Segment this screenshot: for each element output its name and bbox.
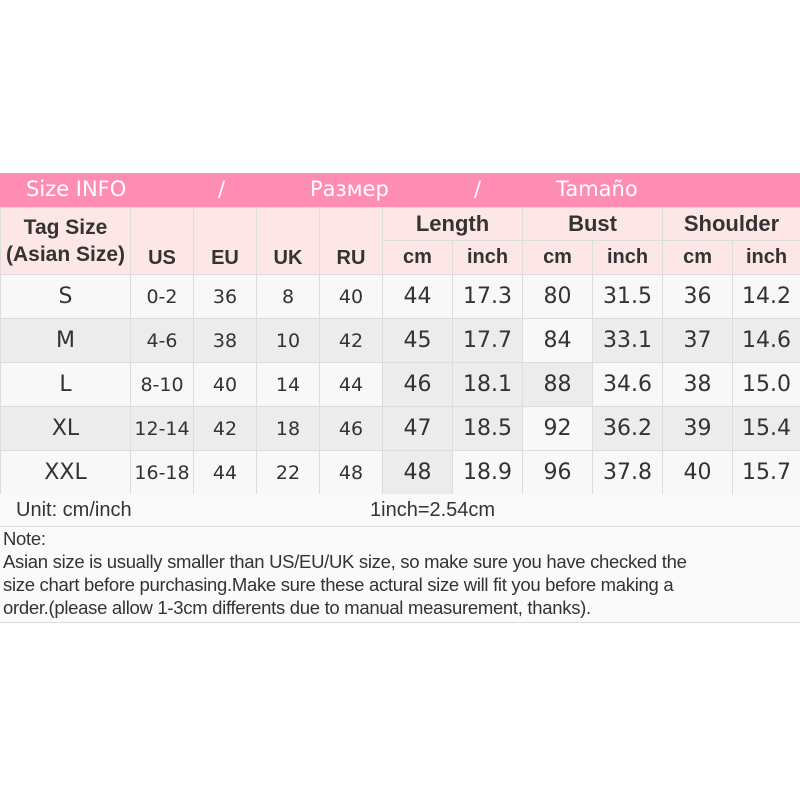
table-row: XXL 16-18 44 22 48 48 18.9 96 37.8 40 15.7 [0,450,800,495]
unit-label: Unit: cm/inch [16,499,132,521]
note-section: Note: Asian size is usually smaller than… [0,527,800,623]
note-line: size chart before purchasing.Make sure t… [3,574,674,595]
cell-shoulder-cm: 38 [662,362,734,407]
banner-russian: Размер [310,177,389,201]
cell-ru: 40 [319,274,383,319]
header-bust: Bust [522,207,664,241]
cell-shoulder-inch: 14.2 [732,274,800,319]
cell-length-cm: 48 [382,450,453,495]
cell-us: 0-2 [130,274,194,319]
cell-uk: 14 [256,362,320,407]
cell-shoulder-inch: 15.4 [732,406,800,451]
cell-ru: 42 [319,318,383,363]
cell-length-cm: 44 [382,274,453,319]
header-us: US [130,207,194,275]
header-uk: UK [256,207,320,275]
cell-uk: 10 [256,318,320,363]
cell-uk: 8 [256,274,320,319]
header-tag-size: Tag Size (Asian Size) [0,207,131,275]
cell-eu: 40 [193,362,257,407]
cell-shoulder-inch: 14.6 [732,318,800,363]
cell-eu: 44 [193,450,257,495]
cell-uk: 18 [256,406,320,451]
cell-ru: 48 [319,450,383,495]
cell-bust-cm: 80 [522,274,594,319]
cell-length-inch: 17.7 [451,318,524,363]
cell-length-cm: 45 [382,318,453,363]
cell-shoulder-inch: 15.7 [732,450,800,495]
cell-bust-cm: 96 [522,450,594,495]
cell-bust-inch: 34.6 [592,362,664,407]
header-unit-cm: cm [662,240,734,275]
cell-eu: 42 [193,406,257,451]
cell-bust-cm: 84 [522,318,594,363]
cell-us: 8-10 [130,362,194,407]
cell-eu: 38 [193,318,257,363]
title-banner: Size INFO / Размер / Tamaño [0,173,800,207]
cell-us: 4-6 [130,318,194,363]
cell-length-cm: 47 [382,406,453,451]
size-table: Tag Size (Asian Size) US EU UK RU Length… [0,207,800,495]
cell-length-inch: 18.1 [451,362,524,407]
cell-bust-inch: 33.1 [592,318,664,363]
header-unit-cm: cm [382,240,453,275]
cell-tag-size: XXL [0,450,131,495]
cell-bust-cm: 92 [522,406,594,451]
cell-length-inch: 18.5 [451,406,524,451]
header-unit-inch: inch [451,240,524,275]
cell-us: 16-18 [130,450,194,495]
banner-spanish: Tamaño [556,177,638,201]
cell-tag-size: XL [0,406,131,451]
cell-length-cm: 46 [382,362,453,407]
header-tag-size-line1: Tag Size [23,216,108,239]
cell-ru: 46 [319,406,383,451]
cell-shoulder-inch: 15.0 [732,362,800,407]
cell-bust-inch: 37.8 [592,450,664,495]
cell-bust-cm: 88 [522,362,594,407]
cell-shoulder-cm: 37 [662,318,734,363]
size-chart: Size INFO / Размер / Tamaño Tag Size (As… [0,173,800,495]
header-tag-size-line2: (Asian Size) [5,243,126,266]
table-row: S 0-2 36 8 40 44 17.3 80 31.5 36 14.2 [0,274,800,319]
banner-size-info: Size INFO [26,177,127,201]
banner-separator: / [218,177,226,201]
table-row: XL 12-14 42 18 46 47 18.5 92 36.2 39 15.4 [0,406,800,451]
cell-shoulder-cm: 40 [662,450,734,495]
cell-us: 12-14 [130,406,194,451]
note-line: order.(please allow 1-3cm differents due… [3,597,591,618]
cell-ru: 44 [319,362,383,407]
cell-tag-size: S [0,274,131,319]
header-unit-inch: inch [732,240,800,275]
cell-shoulder-cm: 36 [662,274,734,319]
header-eu: EU [193,207,257,275]
table-row: M 4-6 38 10 42 45 17.7 84 33.1 37 14.6 [0,318,800,363]
note-line: Asian size is usually smaller than US/EU… [3,551,687,572]
cell-length-inch: 18.9 [451,450,524,495]
header-unit-cm: cm [522,240,594,275]
cell-shoulder-cm: 39 [662,406,734,451]
header-length: Length [381,207,524,241]
cell-tag-size: L [0,362,131,407]
cell-bust-inch: 36.2 [592,406,664,451]
banner-separator: / [474,177,482,201]
cell-tag-size: M [0,318,131,363]
cell-bust-inch: 31.5 [592,274,664,319]
note-title: Note: [3,528,46,549]
header-unit-inch: inch [592,240,664,275]
cell-length-inch: 17.3 [451,274,524,319]
unit-row: Unit: cm/inch 1inch=2.54cm [0,494,800,527]
header-shoulder: Shoulder [662,207,800,241]
cell-eu: 36 [193,274,257,319]
unit-conversion: 1inch=2.54cm [370,499,496,521]
header-ru: RU [319,207,383,275]
table-row: L 8-10 40 14 44 46 18.1 88 34.6 38 15.0 [0,362,800,407]
cell-uk: 22 [256,450,320,495]
